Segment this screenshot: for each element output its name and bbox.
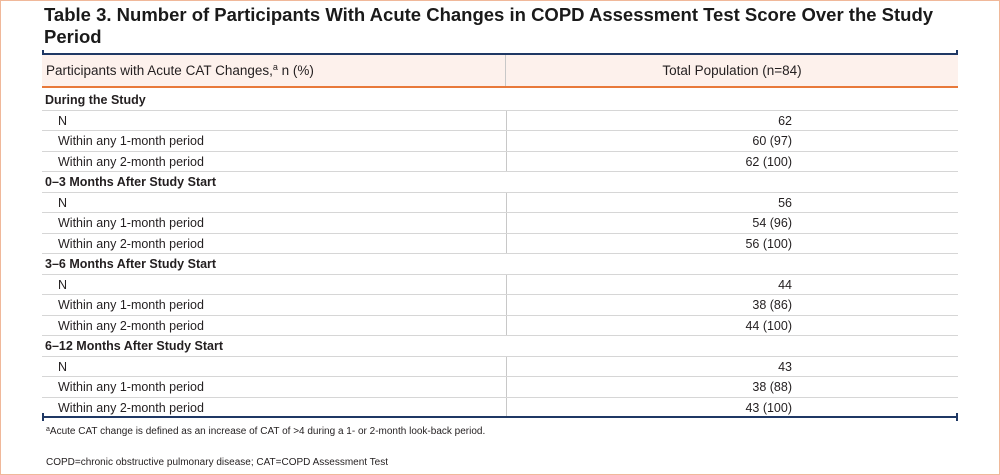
row-label: Within any 1-month period: [58, 134, 204, 148]
header-participants-unit: n (%): [277, 63, 314, 78]
table-row: N 62: [42, 110, 958, 131]
header-participants: Participants with Acute CAT Changes,a n …: [42, 55, 506, 86]
row-label: Within any 2-month period: [58, 154, 204, 169]
footnote-a: aAcute CAT change is defined as an incre…: [46, 426, 485, 437]
row-value: 38 (86): [506, 295, 792, 315]
table-row: Within any 1-month period 54 (96): [42, 213, 958, 234]
table-row: N 43: [42, 356, 958, 377]
table-row: Within any 2-month period 44 (100): [42, 315, 958, 336]
table-bottom-rule: [42, 413, 958, 421]
row-label: N: [58, 113, 68, 128]
row-value: 44: [506, 274, 792, 294]
row-label: Within any 2-month period: [58, 400, 204, 415]
row-value: 43: [506, 356, 792, 376]
row-value: 43 (100): [506, 397, 792, 417]
row-label: Within any 1-month period: [58, 298, 204, 312]
section-header-row: 0–3 Months After Study Start: [42, 172, 958, 193]
footnote-a-marker: a: [46, 426, 50, 433]
row-value: 60 (97): [506, 131, 792, 151]
row-label: N: [58, 195, 68, 210]
header-total-population: Total Population (n=84): [662, 63, 802, 78]
row-value: 56: [506, 192, 792, 212]
row-value: 38 (88): [506, 377, 792, 397]
row-value: 54 (96): [506, 213, 792, 233]
header-participants-label: Participants with Acute CAT Changes,: [46, 63, 273, 78]
table-row: Within any 1-month period 60 (97): [42, 131, 958, 152]
table-row: N 56: [42, 192, 958, 213]
row-value: 62: [506, 110, 792, 130]
table-top-rule: [42, 50, 958, 58]
section-header-row: 6–12 Months After Study Start: [42, 336, 958, 357]
footnote-abbreviations: COPD=chronic obstructive pulmonary disea…: [46, 457, 388, 468]
footnote-a-text: Acute CAT change is defined as an increa…: [49, 426, 486, 437]
row-label: Within any 2-month period: [58, 318, 204, 333]
table-title: Table 3. Number of Participants With Acu…: [44, 4, 934, 47]
section-header-row: 3–6 Months After Study Start: [42, 254, 958, 275]
table-row: Within any 2-month period 56 (100): [42, 233, 958, 254]
row-value: 44 (100): [506, 315, 792, 335]
frame-top-border: [0, 0, 1000, 1]
row-label: Within any 2-month period: [58, 236, 204, 251]
table-header-row: Participants with Acute CAT Changes,a n …: [42, 55, 958, 88]
table-row: Within any 1-month period 38 (88): [42, 377, 958, 398]
table-row: Within any 2-month period 43 (100): [42, 397, 958, 418]
row-label: Within any 1-month period: [58, 380, 204, 394]
table-row: Within any 2-month period 62 (100): [42, 151, 958, 172]
row-label: Within any 1-month period: [58, 216, 204, 230]
table-row: Within any 1-month period 38 (86): [42, 295, 958, 316]
section-header-row: During the Study: [42, 90, 958, 111]
frame-left-border: [0, 0, 1, 475]
row-value: 56 (100): [506, 233, 792, 253]
row-label: N: [58, 277, 68, 292]
table-body: During the Study N 62 Within any 1-month pe…: [42, 90, 958, 418]
row-value: 62 (100): [506, 151, 792, 171]
header-footnote-marker: a: [272, 62, 278, 72]
row-label: N: [58, 359, 68, 374]
table-row: N 44: [42, 274, 958, 295]
